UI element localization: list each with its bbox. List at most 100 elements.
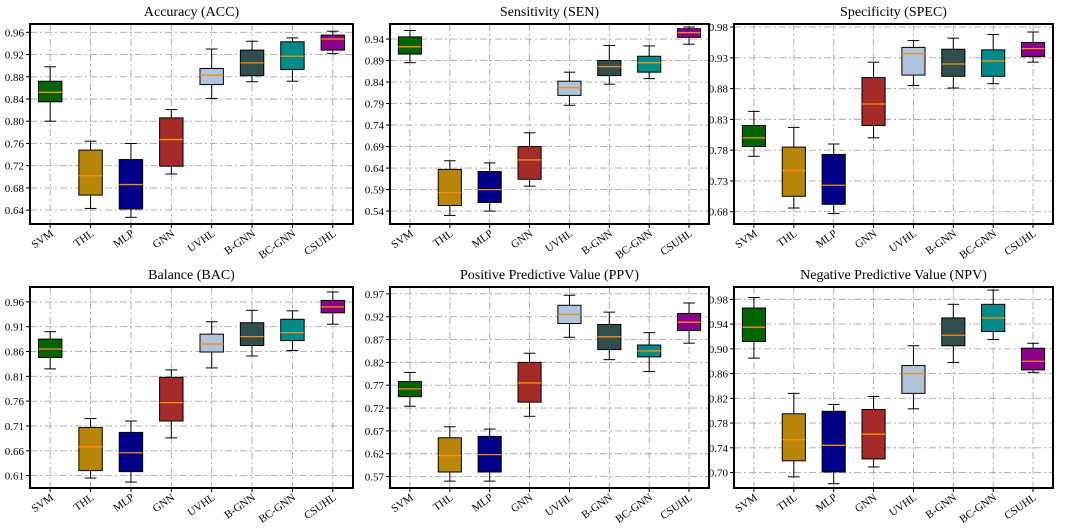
box-svm — [37, 66, 63, 122]
box-mlp — [821, 143, 846, 215]
box-body — [159, 117, 184, 167]
panel-4: Balance (BAC) 0.61 0.66 0.71 0.76 0.81 0.86 0.9… — [5, 268, 354, 526]
x-tick-label: B-GNN — [580, 492, 615, 522]
y-tick-label: 0.64 — [5, 205, 25, 217]
y-tick-label: 0.59 — [365, 185, 385, 197]
box-body — [517, 361, 542, 403]
x-tick-label: MLP — [111, 228, 136, 251]
y-tick-label: 0.84 — [5, 94, 25, 106]
y-tick-label: 0.91 — [5, 322, 24, 334]
box-svm — [37, 331, 63, 370]
y-tick-label: 0.94 — [709, 319, 729, 331]
box-b-gnn — [597, 311, 622, 361]
y-tick-label: 0.84 — [365, 77, 385, 89]
y-tick-label: 0.62 — [365, 449, 384, 461]
panel-title: Sensitivity (SEN) — [500, 5, 600, 20]
box-body — [941, 317, 966, 347]
x-tick-label: CSUHL — [1002, 491, 1039, 522]
box-body — [1020, 41, 1046, 58]
y-tick-label: 0.72 — [365, 403, 384, 415]
box-mlp — [118, 420, 144, 483]
box-gnn — [517, 352, 542, 417]
y-tick-label: 0.97 — [365, 289, 385, 301]
y-tick-label: 0.92 — [5, 50, 24, 62]
box-csuhl — [1020, 342, 1046, 373]
plot-frame — [733, 23, 1054, 225]
box-bc-gnn — [637, 332, 662, 373]
x-tick-label: MLP — [470, 228, 495, 251]
box-svm — [397, 29, 423, 64]
y-tick-label: 0.86 — [5, 347, 25, 359]
y-tick-label: 0.68 — [5, 183, 25, 195]
box-body — [1020, 347, 1046, 371]
box-body — [637, 55, 662, 73]
box-body — [280, 318, 305, 342]
x-tick-label: THL — [431, 491, 456, 513]
x-tick-label: B-GNN — [580, 228, 615, 258]
box-mlp — [821, 404, 846, 485]
box-thl — [437, 426, 462, 482]
box-body — [981, 49, 1006, 77]
box-csuhl — [320, 291, 346, 325]
x-tick-label: MLP — [814, 492, 839, 515]
box-body — [437, 168, 462, 207]
x-tick-label: SVM — [29, 492, 56, 516]
plot-frame — [389, 286, 710, 489]
panel-6: Negative Predictive Value (NPV) 0.70 0.74 0… — [709, 268, 1054, 526]
x-tick-label: BC-GNN — [257, 492, 298, 526]
x-tick-label: GNN — [509, 492, 535, 516]
box-b-gnn — [239, 309, 265, 357]
y-tick-label: 0.83 — [709, 114, 729, 126]
box-uvhl — [901, 40, 926, 87]
panel-title: Specificity (SPEC) — [840, 5, 947, 20]
box-b-gnn — [941, 303, 966, 363]
box-bc-gnn — [637, 45, 662, 80]
y-tick-label: 0.81 — [5, 371, 24, 383]
y-tick-label: 0.67 — [365, 426, 385, 438]
x-tick-label: UVHL — [185, 227, 217, 255]
y-tick-label: 0.78 — [709, 418, 729, 430]
box-uvhl — [199, 321, 224, 369]
box-thl — [78, 140, 103, 209]
y-tick-label: 0.94 — [365, 34, 385, 46]
box-body — [861, 77, 886, 127]
box-thl — [437, 160, 462, 216]
box-body — [159, 376, 184, 422]
y-tick-label: 0.87 — [365, 335, 385, 347]
x-tick-label: MLP — [470, 492, 495, 515]
x-tick-label: CSUHL — [302, 227, 339, 258]
x-tick-label: SVM — [389, 492, 416, 516]
box-csuhl — [676, 302, 702, 344]
box-body — [239, 322, 265, 347]
x-tick-label: THL — [72, 227, 97, 249]
x-tick-label: THL — [775, 491, 800, 513]
y-tick-label: 0.61 — [5, 471, 24, 483]
x-tick-label: BC-GNN — [613, 492, 654, 526]
x-tick-label: UVHL — [543, 227, 575, 255]
x-tick-label: SVM — [733, 228, 760, 252]
x-tick-label: B-GNN — [222, 228, 257, 258]
box-body — [821, 153, 846, 205]
y-tick-label: 0.76 — [5, 138, 25, 150]
x-tick-label: UVHL — [887, 227, 919, 255]
y-tick-label: 0.64 — [365, 163, 385, 175]
box-body — [781, 413, 806, 462]
y-tick-label: 0.54 — [365, 206, 385, 218]
panel-1: Accuracy (ACC) 0.64 0.68 0.72 0.76 0.80 0.84 0.… — [5, 5, 354, 262]
y-tick-label: 0.86 — [709, 369, 729, 381]
box-uvhl — [901, 345, 926, 410]
box-mlp — [477, 428, 502, 482]
y-tick-label: 0.71 — [5, 421, 24, 433]
x-tick-label: BC-GNN — [257, 228, 298, 262]
x-tick-label: BC-GNN — [957, 492, 998, 526]
y-tick-label: 0.82 — [709, 393, 728, 405]
box-bc-gnn — [981, 33, 1006, 85]
box-thl — [78, 418, 103, 479]
box-bc-gnn — [981, 289, 1006, 341]
box-svm — [397, 371, 423, 407]
x-tick-label: THL — [72, 491, 97, 513]
x-tick-label: SVM — [389, 228, 416, 252]
box-mlp — [477, 162, 502, 212]
y-tick-label: 0.74 — [365, 120, 385, 132]
